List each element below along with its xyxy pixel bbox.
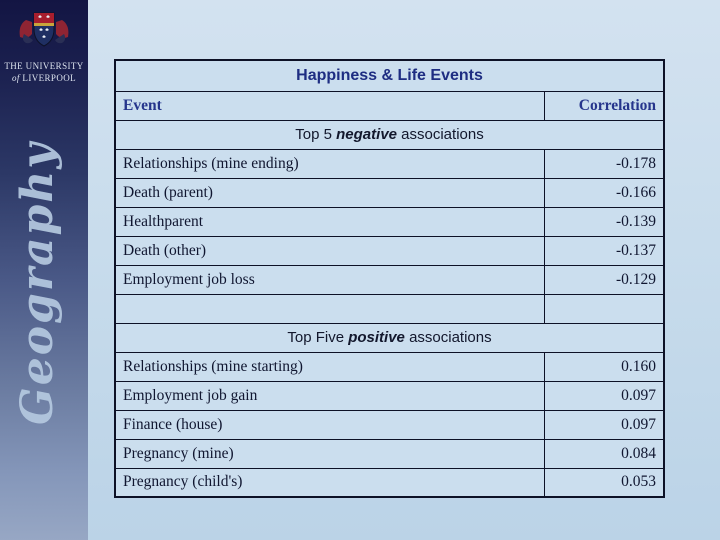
university-name-line1: THE UNIVERSITY [4, 61, 84, 71]
table-title-row: Happiness & Life Events [114, 59, 665, 92]
event-cell: Pregnancy (mine) [114, 438, 545, 469]
geography-vertical-script: Geography [12, 141, 63, 425]
table-row: Finance (house) 0.097 [114, 409, 665, 440]
correlation-cell: 0.053 [543, 467, 665, 498]
correlation-cell: -0.178 [543, 148, 665, 179]
table-row: Employment job gain 0.097 [114, 380, 665, 411]
column-header-correlation: Correlation [543, 90, 665, 121]
event-cell: Healthparent [114, 206, 545, 237]
event-cell: Relationships (mine starting) [114, 351, 545, 382]
spacer-cell-event [114, 293, 545, 324]
university-name: THE UNIVERSITY of LIVERPOOL [0, 60, 88, 84]
happiness-life-events-table: Happiness & Life Events Event Correlatio… [114, 59, 665, 498]
event-cell: Employment job gain [114, 380, 545, 411]
university-logo: THE UNIVERSITY of LIVERPOOL [0, 8, 88, 83]
table-row: Death (parent) -0.166 [114, 177, 665, 208]
event-cell: Relationships (mine ending) [114, 148, 545, 179]
event-cell: Death (parent) [114, 177, 545, 208]
event-cell: Employment job loss [114, 264, 545, 295]
correlation-cell: -0.137 [543, 235, 665, 266]
section-heading-row: Top Five positive associations [114, 322, 665, 353]
section-heading-row: Top 5 negative associations [114, 119, 665, 150]
correlation-cell: -0.129 [543, 264, 665, 295]
section-heading: Top Five positive associations [114, 322, 665, 353]
column-header-row: Event Correlation [114, 90, 665, 121]
table-row: Relationships (mine starting) 0.160 [114, 351, 665, 382]
column-header-event: Event [114, 90, 545, 121]
event-cell: Finance (house) [114, 409, 545, 440]
correlation-cell: -0.139 [543, 206, 665, 237]
university-name-line2: of LIVERPOOL [11, 73, 77, 84]
table-row: Death (other) -0.137 [114, 235, 665, 266]
table-row: Healthparent -0.139 [114, 206, 665, 237]
correlation-cell: 0.160 [543, 351, 665, 382]
sidebar: THE UNIVERSITY of LIVERPOOL Geography [0, 0, 88, 540]
correlation-cell: -0.166 [543, 177, 665, 208]
event-cell: Death (other) [114, 235, 545, 266]
event-cell: Pregnancy (child's) [114, 467, 545, 498]
university-crest-icon [19, 12, 69, 47]
section-heading: Top 5 negative associations [114, 119, 665, 150]
table-row: Employment job loss -0.129 [114, 264, 665, 295]
spacer-cell-correlation [543, 293, 665, 324]
correlation-cell: 0.097 [543, 380, 665, 411]
table-title: Happiness & Life Events [114, 59, 665, 92]
table-row: Pregnancy (child's) 0.053 [114, 467, 665, 498]
table-row: Relationships (mine ending) -0.178 [114, 148, 665, 179]
correlation-cell: 0.097 [543, 409, 665, 440]
spacer-row [114, 293, 665, 324]
table-row: Pregnancy (mine) 0.084 [114, 438, 665, 469]
correlation-cell: 0.084 [543, 438, 665, 469]
